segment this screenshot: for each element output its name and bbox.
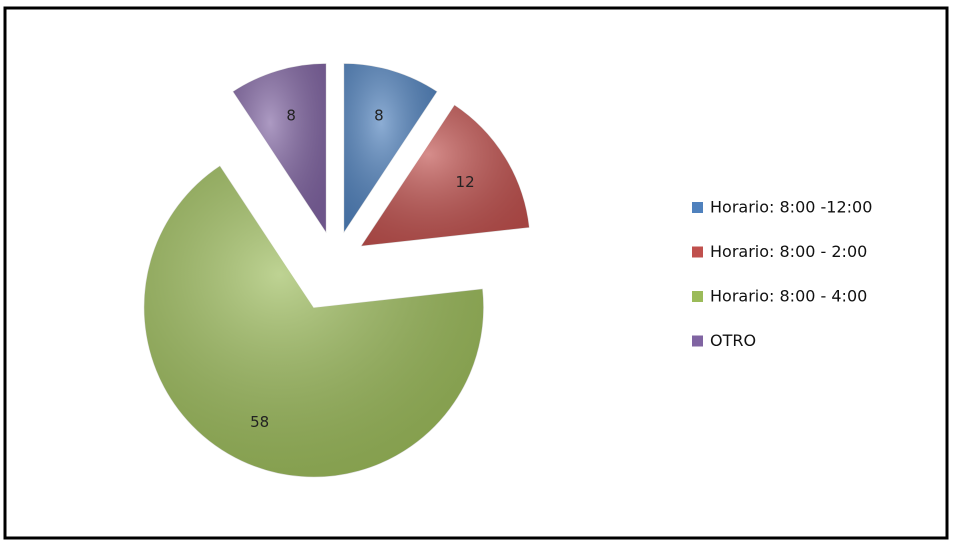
legend-swatch bbox=[692, 291, 703, 302]
slice-shade bbox=[343, 63, 438, 234]
legend-label: Horario: 8:00 - 2:00 bbox=[710, 242, 867, 261]
legend-swatch bbox=[692, 202, 703, 213]
legend-label: Horario: 8:00 -12:00 bbox=[710, 198, 872, 217]
slice-shade bbox=[143, 165, 484, 478]
data-label: 58 bbox=[250, 413, 269, 431]
legend-swatch bbox=[692, 335, 703, 347]
legend-label: OTRO bbox=[710, 331, 756, 350]
slice-shade bbox=[232, 63, 327, 234]
data-label: 8 bbox=[374, 107, 384, 125]
data-label: 12 bbox=[456, 173, 475, 191]
legend-label: Horario: 8:00 - 4:00 bbox=[710, 287, 867, 306]
legend-swatch bbox=[692, 246, 703, 258]
slice-shade bbox=[360, 104, 530, 247]
chart-border bbox=[3, 6, 949, 540]
data-label: 8 bbox=[286, 107, 296, 125]
